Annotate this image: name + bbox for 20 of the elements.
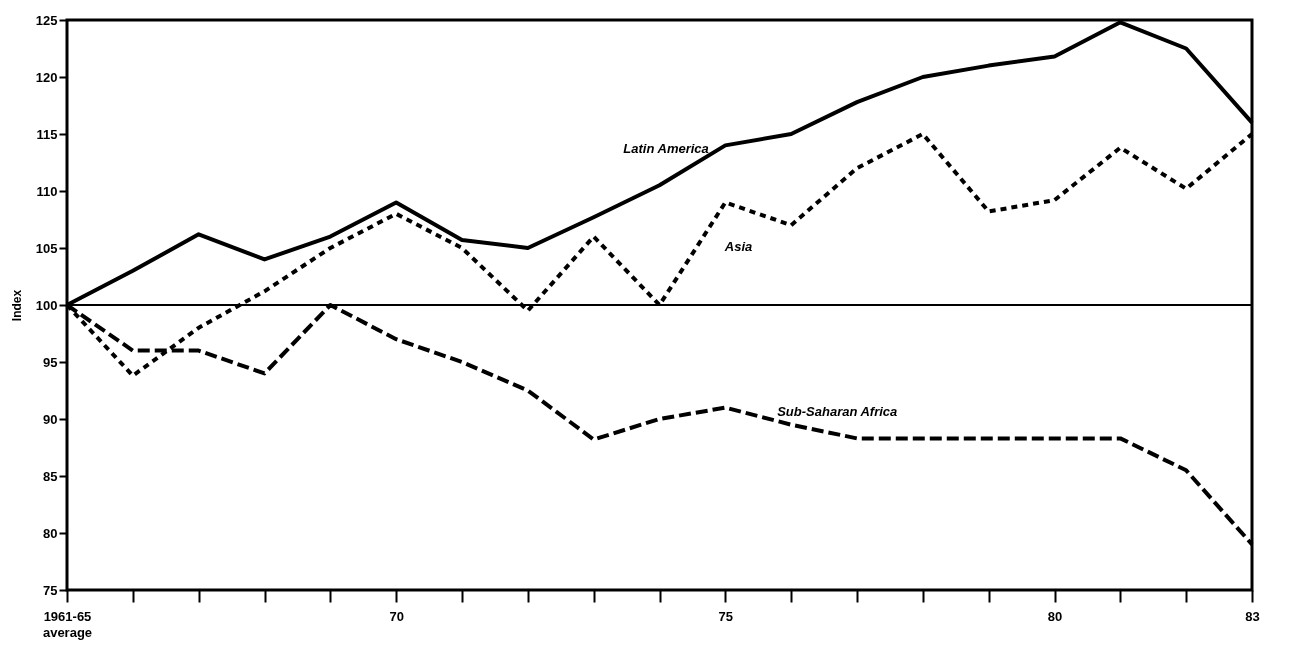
- y-tick-label: 95: [43, 354, 58, 370]
- y-tick-label: 75: [43, 582, 58, 598]
- y-tick-label: 80: [43, 525, 58, 541]
- series-label: Asia: [723, 238, 753, 254]
- x-tick-label: 83: [1245, 608, 1260, 624]
- x-tick-label: 75: [718, 608, 734, 624]
- y-tick-label: 125: [35, 12, 58, 28]
- y-tick-label: 120: [35, 69, 58, 85]
- y-tick-label: 105: [35, 240, 58, 256]
- y-tick-label: 115: [36, 126, 58, 142]
- x-tick-label: 80: [1047, 608, 1063, 624]
- series-label: Latin America: [623, 141, 709, 157]
- x-tick-label: 70: [389, 608, 404, 624]
- y-tick-label: 100: [35, 297, 58, 313]
- x-tick-label: 1961-65 average: [42, 608, 93, 640]
- y-axis-title: Index: [9, 289, 24, 322]
- series-label: Sub-Saharan Africa: [777, 404, 898, 420]
- y-tick-label: 90: [43, 411, 58, 427]
- y-tick-label: 110: [36, 183, 58, 199]
- y-tick-label: 85: [43, 468, 58, 484]
